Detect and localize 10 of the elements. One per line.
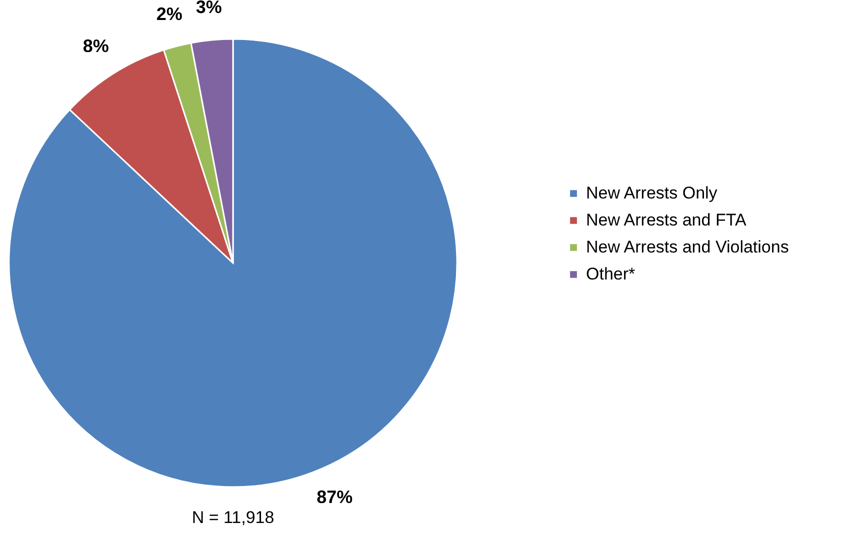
pie-slice xyxy=(8,38,458,488)
legend-label: New Arrests Only xyxy=(586,184,718,202)
data-label: 8% xyxy=(82,36,109,56)
data-label: 3% xyxy=(196,0,222,18)
legend-label: Other* xyxy=(586,264,636,284)
data-label: 2% xyxy=(156,4,182,24)
legend-label: New Arrests and FTA xyxy=(586,210,747,230)
text: N = 11,918 xyxy=(192,508,274,527)
legend-label: New Arrests and Violations xyxy=(586,238,789,256)
data-label: 87% xyxy=(316,486,353,507)
